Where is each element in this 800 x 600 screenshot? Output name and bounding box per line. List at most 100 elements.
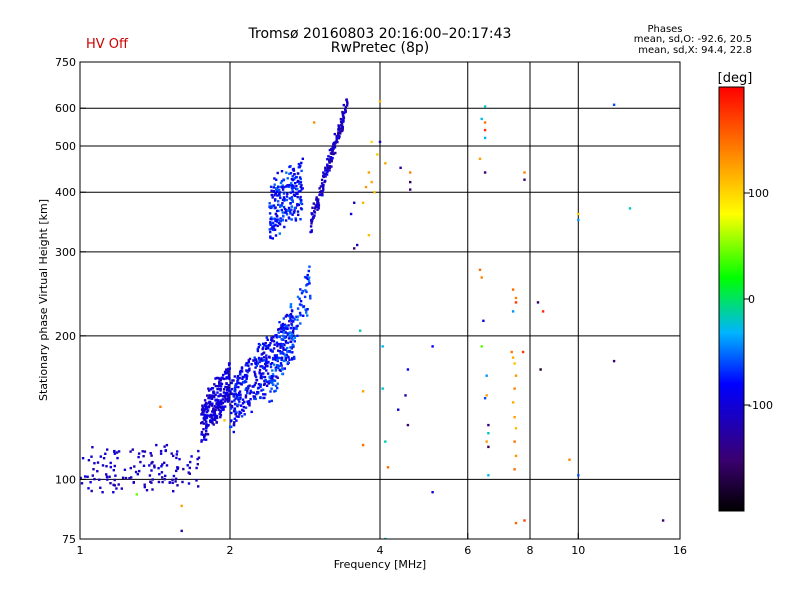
data-point: [287, 337, 291, 340]
data-point: [171, 478, 174, 481]
colorbar: [718, 86, 745, 512]
data-point: [281, 184, 284, 187]
data-point: [399, 166, 402, 169]
data-point: [211, 418, 215, 421]
data-point: [277, 186, 280, 189]
data-point: [293, 336, 297, 339]
data-point: [263, 396, 266, 400]
data-point: [307, 280, 311, 283]
data-point: [274, 206, 277, 209]
data-point: [155, 443, 158, 447]
data-point: [290, 198, 294, 201]
data-point: [238, 376, 241, 380]
data-point: [233, 399, 236, 402]
data-point: [261, 365, 264, 368]
hv-status-label: HV Off: [86, 37, 128, 52]
data-point: [275, 341, 279, 344]
data-point: [339, 132, 342, 135]
data-point: [299, 181, 303, 184]
data-point: [315, 205, 319, 208]
data-point: [202, 413, 205, 416]
data-point: [279, 356, 282, 360]
data-point: [271, 228, 275, 231]
data-point: [409, 171, 412, 174]
data-point: [221, 395, 225, 398]
data-point: [326, 170, 329, 173]
data-point: [278, 194, 281, 197]
data-point: [246, 391, 249, 395]
data-point: [237, 415, 240, 418]
data-point: [284, 330, 287, 334]
data-point: [210, 414, 213, 417]
data-point: [214, 393, 217, 397]
data-point: [288, 314, 291, 318]
data-point: [219, 382, 222, 385]
data-point: [275, 354, 278, 357]
data-point: [131, 448, 134, 451]
data-point: [236, 377, 239, 380]
data-point: [178, 458, 181, 461]
data-point: [337, 128, 340, 131]
data-point: [216, 405, 219, 408]
data-point: [511, 310, 515, 313]
data-point: [213, 396, 216, 399]
data-point: [224, 372, 227, 375]
data-point: [124, 476, 128, 480]
data-point: [312, 121, 316, 124]
data-point: [332, 152, 335, 156]
data-point: [299, 314, 302, 317]
data-point: [150, 469, 153, 472]
data-point: [236, 404, 239, 408]
data-point: [234, 412, 237, 416]
data-point: [161, 463, 164, 466]
data-points: [80, 98, 665, 539]
x-tick-label: 10: [571, 544, 585, 557]
data-point: [269, 185, 273, 188]
data-point: [328, 166, 332, 170]
data-point: [282, 347, 285, 350]
data-point: [190, 455, 193, 458]
data-point: [160, 465, 163, 468]
data-point: [309, 225, 313, 228]
data-point: [261, 347, 264, 351]
data-point: [345, 98, 348, 102]
data-point: [480, 345, 483, 348]
data-point: [282, 191, 286, 194]
data-point: [328, 148, 332, 152]
data-point: [275, 190, 279, 194]
data-point: [289, 172, 293, 175]
data-point: [290, 319, 294, 322]
data-point: [264, 342, 267, 345]
data-point: [205, 426, 208, 429]
data-point: [339, 120, 343, 123]
data-point: [280, 358, 283, 362]
data-point: [164, 449, 167, 452]
data-point: [232, 379, 235, 382]
data-point: [280, 356, 284, 359]
data-point: [300, 169, 303, 173]
data-point: [274, 384, 278, 388]
data-point: [205, 423, 208, 426]
data-point: [220, 402, 223, 406]
data-point: [114, 474, 117, 477]
data-point: [296, 324, 299, 328]
data-point: [163, 461, 166, 464]
data-point: [205, 416, 208, 420]
data-point: [248, 367, 251, 370]
data-point: [222, 391, 226, 394]
data-point: [296, 203, 299, 206]
data-point: [282, 331, 286, 334]
data-point: [200, 421, 203, 425]
data-point: [297, 190, 301, 193]
data-point: [130, 476, 133, 479]
x-tick-label: 2: [227, 544, 234, 557]
data-point: [220, 405, 223, 408]
data-point: [359, 329, 362, 332]
data-point: [339, 117, 343, 121]
data-point: [483, 128, 487, 132]
data-point: [406, 368, 410, 371]
data-point: [259, 385, 262, 389]
data-point: [142, 455, 145, 458]
data-point: [153, 466, 156, 469]
data-point: [252, 395, 255, 398]
